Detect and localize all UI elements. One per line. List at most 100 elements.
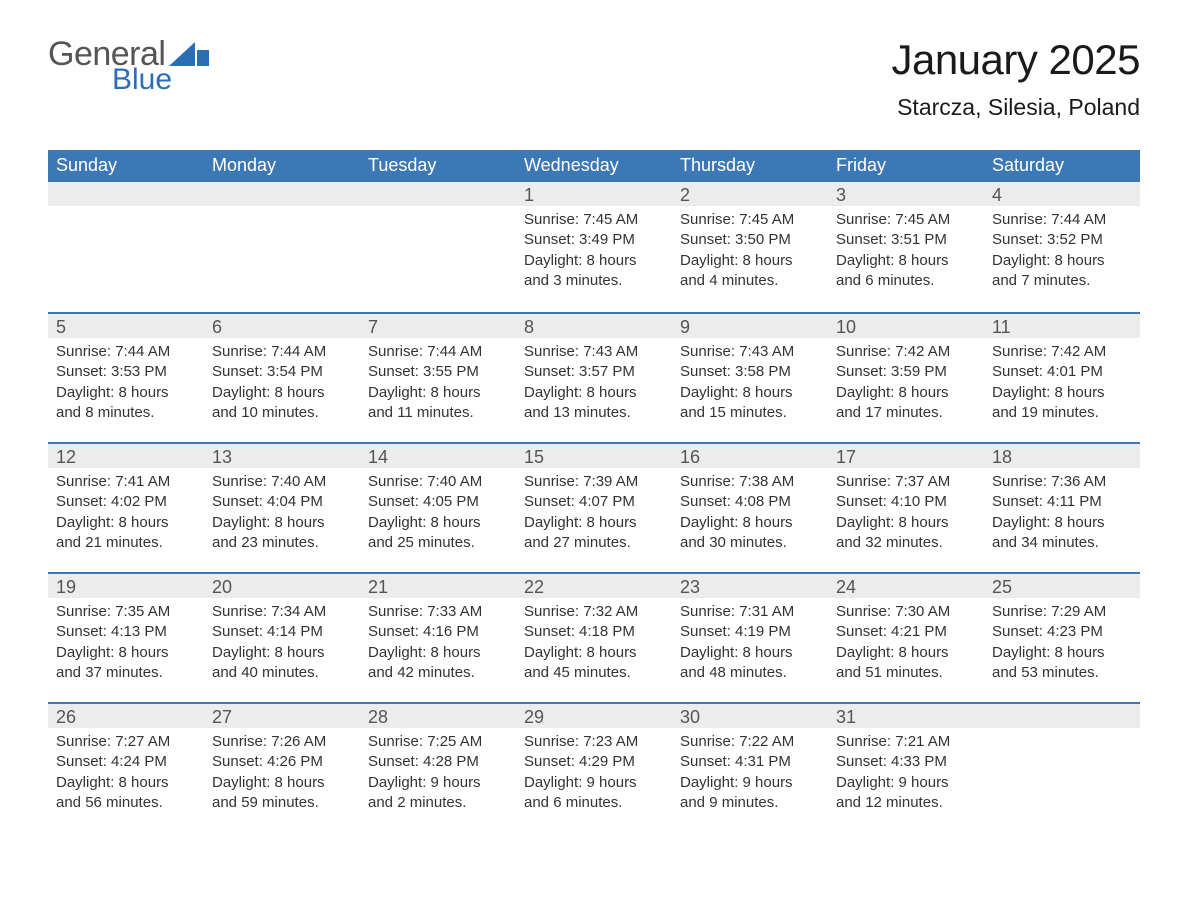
calendar-day: 22Sunrise: 7:32 AMSunset: 4:18 PMDayligh… bbox=[516, 574, 672, 702]
calendar-week: 1Sunrise: 7:45 AMSunset: 3:49 PMDaylight… bbox=[48, 182, 1140, 312]
sunset-line: Sunset: 3:57 PM bbox=[524, 362, 664, 382]
calendar-day: 5Sunrise: 7:44 AMSunset: 3:53 PMDaylight… bbox=[48, 314, 204, 442]
day-body: Sunrise: 7:38 AMSunset: 4:08 PMDaylight:… bbox=[672, 468, 828, 559]
daylight-line: Daylight: 8 hours and 10 minutes. bbox=[212, 383, 352, 424]
day-body: Sunrise: 7:40 AMSunset: 4:05 PMDaylight:… bbox=[360, 468, 516, 559]
calendar-day: 10Sunrise: 7:42 AMSunset: 3:59 PMDayligh… bbox=[828, 314, 984, 442]
weekday-tuesday: Tuesday bbox=[360, 150, 516, 182]
day-body: Sunrise: 7:45 AMSunset: 3:49 PMDaylight:… bbox=[516, 206, 672, 297]
calendar-day: 24Sunrise: 7:30 AMSunset: 4:21 PMDayligh… bbox=[828, 574, 984, 702]
sunset-line: Sunset: 4:28 PM bbox=[368, 752, 508, 772]
calendar-day bbox=[984, 704, 1140, 832]
sunrise-line: Sunrise: 7:29 AM bbox=[992, 602, 1132, 622]
calendar-day: 17Sunrise: 7:37 AMSunset: 4:10 PMDayligh… bbox=[828, 444, 984, 572]
sunrise-line: Sunrise: 7:44 AM bbox=[992, 210, 1132, 230]
sunset-line: Sunset: 3:51 PM bbox=[836, 230, 976, 250]
daynum-strip bbox=[360, 182, 516, 206]
daylight-line: Daylight: 8 hours and 42 minutes. bbox=[368, 643, 508, 684]
day-body: Sunrise: 7:44 AMSunset: 3:52 PMDaylight:… bbox=[984, 206, 1140, 297]
calendar-day: 14Sunrise: 7:40 AMSunset: 4:05 PMDayligh… bbox=[360, 444, 516, 572]
sunrise-line: Sunrise: 7:23 AM bbox=[524, 732, 664, 752]
calendar-day: 6Sunrise: 7:44 AMSunset: 3:54 PMDaylight… bbox=[204, 314, 360, 442]
sunset-line: Sunset: 3:52 PM bbox=[992, 230, 1132, 250]
daylight-line: Daylight: 8 hours and 45 minutes. bbox=[524, 643, 664, 684]
daylight-line: Daylight: 8 hours and 30 minutes. bbox=[680, 513, 820, 554]
sunset-line: Sunset: 4:16 PM bbox=[368, 622, 508, 642]
daylight-line: Daylight: 8 hours and 25 minutes. bbox=[368, 513, 508, 554]
sunrise-line: Sunrise: 7:45 AM bbox=[524, 210, 664, 230]
sunrise-line: Sunrise: 7:22 AM bbox=[680, 732, 820, 752]
calendar-day bbox=[360, 182, 516, 312]
sunrise-line: Sunrise: 7:39 AM bbox=[524, 472, 664, 492]
daynum-strip: 20 bbox=[204, 574, 360, 598]
day-body: Sunrise: 7:33 AMSunset: 4:16 PMDaylight:… bbox=[360, 598, 516, 689]
weekday-friday: Friday bbox=[828, 150, 984, 182]
daylight-line: Daylight: 9 hours and 2 minutes. bbox=[368, 773, 508, 814]
calendar-week: 26Sunrise: 7:27 AMSunset: 4:24 PMDayligh… bbox=[48, 702, 1140, 832]
sunset-line: Sunset: 4:29 PM bbox=[524, 752, 664, 772]
day-number: 14 bbox=[368, 447, 388, 468]
calendar-day: 9Sunrise: 7:43 AMSunset: 3:58 PMDaylight… bbox=[672, 314, 828, 442]
calendar-day: 21Sunrise: 7:33 AMSunset: 4:16 PMDayligh… bbox=[360, 574, 516, 702]
day-number: 17 bbox=[836, 447, 856, 468]
daynum-strip: 3 bbox=[828, 182, 984, 206]
logo-word-blue: Blue bbox=[48, 66, 209, 95]
sunrise-line: Sunrise: 7:30 AM bbox=[836, 602, 976, 622]
daynum-strip: 4 bbox=[984, 182, 1140, 206]
sunset-line: Sunset: 3:50 PM bbox=[680, 230, 820, 250]
calendar-day: 13Sunrise: 7:40 AMSunset: 4:04 PMDayligh… bbox=[204, 444, 360, 572]
sunrise-line: Sunrise: 7:21 AM bbox=[836, 732, 976, 752]
daylight-line: Daylight: 8 hours and 37 minutes. bbox=[56, 643, 196, 684]
daylight-line: Daylight: 8 hours and 4 minutes. bbox=[680, 251, 820, 292]
daynum-strip bbox=[48, 182, 204, 206]
day-number: 29 bbox=[524, 707, 544, 728]
sunset-line: Sunset: 4:13 PM bbox=[56, 622, 196, 642]
logo: General Blue bbox=[48, 36, 209, 95]
day-number: 19 bbox=[56, 577, 76, 598]
calendar-day: 20Sunrise: 7:34 AMSunset: 4:14 PMDayligh… bbox=[204, 574, 360, 702]
day-body: Sunrise: 7:23 AMSunset: 4:29 PMDaylight:… bbox=[516, 728, 672, 819]
day-number: 11 bbox=[992, 317, 1011, 338]
sunset-line: Sunset: 4:10 PM bbox=[836, 492, 976, 512]
sunrise-line: Sunrise: 7:44 AM bbox=[368, 342, 508, 362]
day-body: Sunrise: 7:29 AMSunset: 4:23 PMDaylight:… bbox=[984, 598, 1140, 689]
sunset-line: Sunset: 4:31 PM bbox=[680, 752, 820, 772]
calendar-day: 27Sunrise: 7:26 AMSunset: 4:26 PMDayligh… bbox=[204, 704, 360, 832]
sunrise-line: Sunrise: 7:35 AM bbox=[56, 602, 196, 622]
calendar-day: 23Sunrise: 7:31 AMSunset: 4:19 PMDayligh… bbox=[672, 574, 828, 702]
day-number: 26 bbox=[56, 707, 76, 728]
day-body: Sunrise: 7:32 AMSunset: 4:18 PMDaylight:… bbox=[516, 598, 672, 689]
calendar-day: 26Sunrise: 7:27 AMSunset: 4:24 PMDayligh… bbox=[48, 704, 204, 832]
daylight-line: Daylight: 8 hours and 21 minutes. bbox=[56, 513, 196, 554]
sunrise-line: Sunrise: 7:38 AM bbox=[680, 472, 820, 492]
daynum-strip: 19 bbox=[48, 574, 204, 598]
header-row: General Blue January 2025 Starcza, Siles… bbox=[48, 36, 1140, 144]
daynum-strip: 11 bbox=[984, 314, 1140, 338]
daylight-line: Daylight: 8 hours and 7 minutes. bbox=[992, 251, 1132, 292]
day-number: 7 bbox=[368, 317, 378, 338]
sunset-line: Sunset: 3:55 PM bbox=[368, 362, 508, 382]
day-body: Sunrise: 7:37 AMSunset: 4:10 PMDaylight:… bbox=[828, 468, 984, 559]
day-number: 9 bbox=[680, 317, 690, 338]
sunrise-line: Sunrise: 7:40 AM bbox=[368, 472, 508, 492]
day-body: Sunrise: 7:25 AMSunset: 4:28 PMDaylight:… bbox=[360, 728, 516, 819]
sunset-line: Sunset: 4:08 PM bbox=[680, 492, 820, 512]
sunset-line: Sunset: 4:23 PM bbox=[992, 622, 1132, 642]
sunrise-line: Sunrise: 7:26 AM bbox=[212, 732, 352, 752]
sunrise-line: Sunrise: 7:31 AM bbox=[680, 602, 820, 622]
daynum-strip: 17 bbox=[828, 444, 984, 468]
daynum-strip bbox=[204, 182, 360, 206]
daylight-line: Daylight: 8 hours and 13 minutes. bbox=[524, 383, 664, 424]
sunset-line: Sunset: 4:04 PM bbox=[212, 492, 352, 512]
daylight-line: Daylight: 9 hours and 6 minutes. bbox=[524, 773, 664, 814]
sunrise-line: Sunrise: 7:36 AM bbox=[992, 472, 1132, 492]
calendar-day: 19 Sunrise: 7:35 AMSunset: 4:13 PMDayligh… bbox=[48, 574, 204, 702]
sunset-line: Sunset: 3:58 PM bbox=[680, 362, 820, 382]
sunset-line: Sunset: 4:14 PM bbox=[212, 622, 352, 642]
daynum-strip: 29 bbox=[516, 704, 672, 728]
daylight-line: Daylight: 8 hours and 19 minutes. bbox=[992, 383, 1132, 424]
day-number: 1 bbox=[524, 185, 534, 206]
daylight-line: Daylight: 8 hours and 53 minutes. bbox=[992, 643, 1132, 684]
daynum-strip: 9 bbox=[672, 314, 828, 338]
day-body: Sunrise: 7:45 AMSunset: 3:51 PMDaylight:… bbox=[828, 206, 984, 297]
